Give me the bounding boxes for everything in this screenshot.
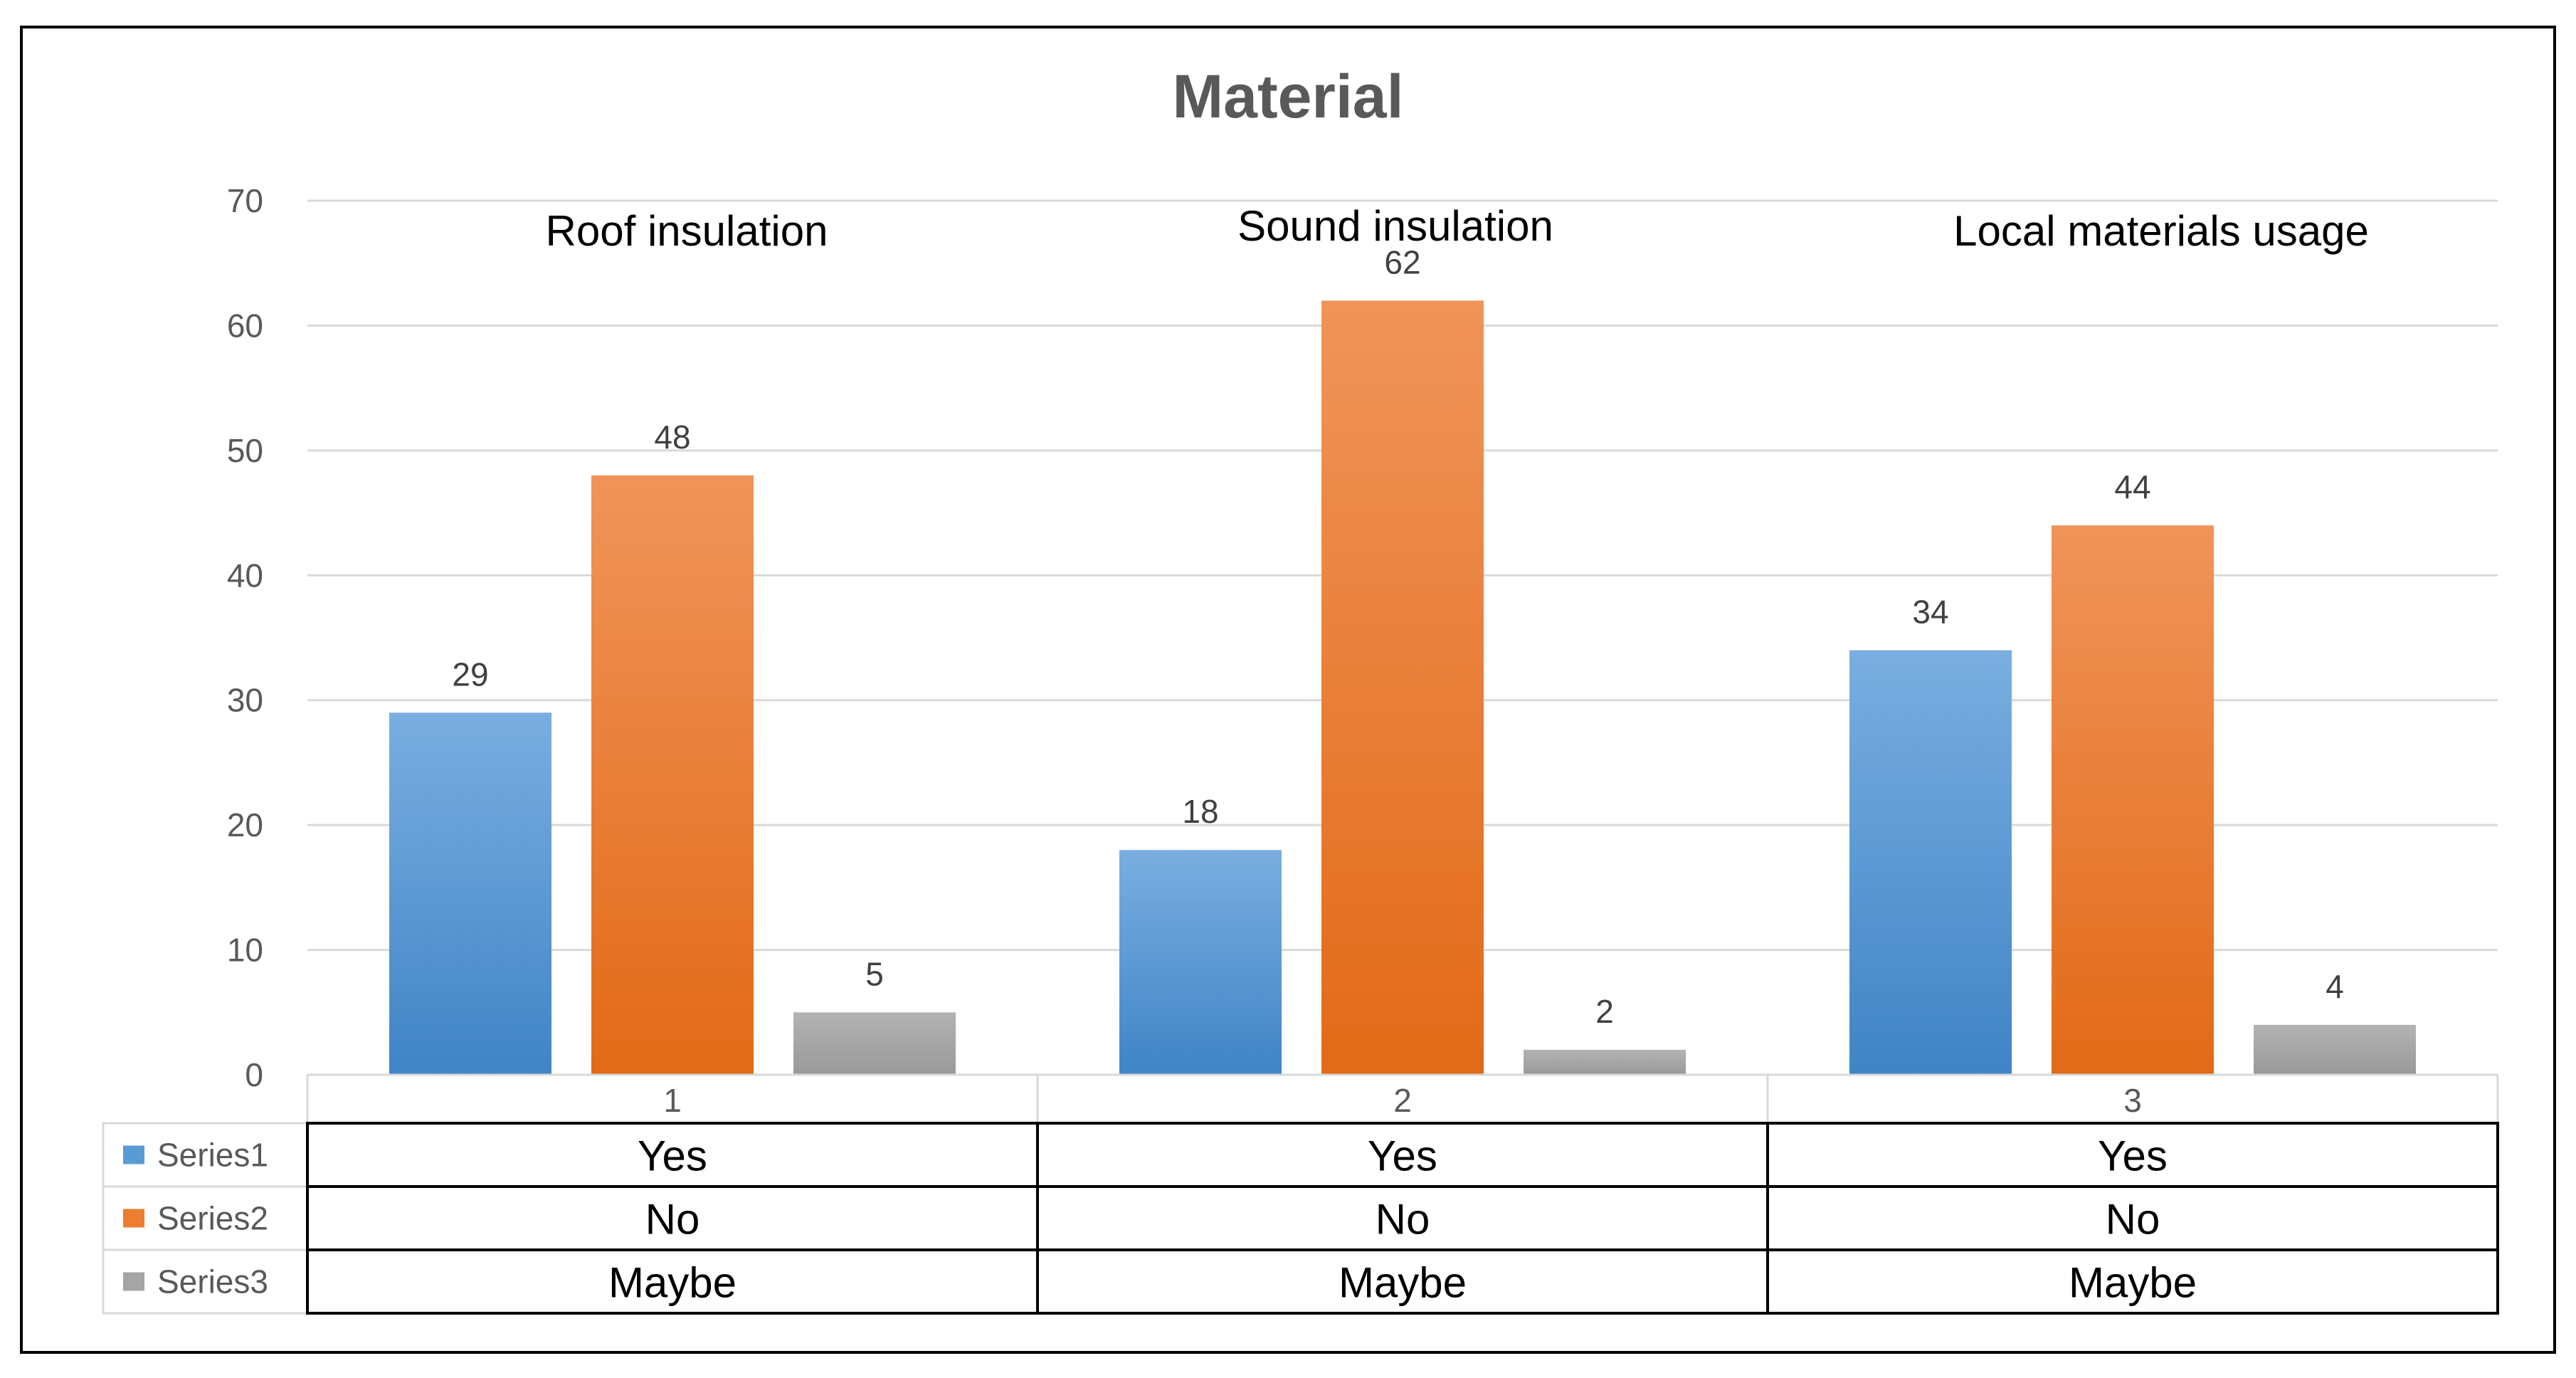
y-tick-label: 10 (227, 932, 263, 969)
bar-series1 (1849, 650, 2012, 1075)
data-label: 4 (2326, 968, 2344, 1005)
data-label: 29 (452, 656, 488, 693)
table-cell-text: No (1376, 1196, 1430, 1243)
data-label: 2 (1595, 993, 1614, 1030)
legend-swatch (123, 1209, 144, 1228)
y-tick-label: 40 (227, 557, 263, 594)
table-cell (1766, 1185, 2499, 1251)
y-tick-label: 0 (245, 1056, 263, 1093)
data-label: 34 (1912, 594, 1948, 631)
bar-series2 (591, 475, 754, 1075)
table-cell-text: Maybe (608, 1259, 737, 1307)
y-axis-ticks: 0 10 20 30 40 50 60 70 (227, 182, 263, 1093)
data-table: 1 2 3 Series1 Yes Yes Yes Series2 No No No Series3 M… (102, 1073, 2499, 1315)
y-tick-label: 20 (227, 806, 263, 843)
bar-series3 (793, 1012, 956, 1075)
bar-series3 (2254, 1024, 2416, 1075)
table-cell-text: Maybe (1339, 1259, 1467, 1307)
table-cell (1766, 1122, 2499, 1188)
chart-title: Material (1172, 63, 1403, 131)
data-label: 5 (865, 955, 884, 992)
table-cell-text: Yes (1368, 1132, 1437, 1180)
data-label: 48 (654, 419, 690, 456)
bar-series2 (2052, 525, 2214, 1075)
group-label: Local materials usage (1953, 207, 2369, 255)
y-tick-label: 50 (227, 432, 263, 469)
data-labels: 29 18 34 48 62 44 5 2 4 (452, 243, 2343, 1030)
data-label: 62 (1384, 243, 1420, 280)
group-labels: Roof insulation Sound insulation Local mat… (546, 202, 2369, 255)
table-cell-text: Yes (2098, 1132, 2168, 1180)
bar-series1 (389, 712, 551, 1075)
group-label: Sound insulation (1237, 202, 1553, 250)
table-cell-text: No (645, 1196, 700, 1243)
table-cell (1036, 1185, 1769, 1251)
table-cell (306, 1122, 1039, 1188)
legend-series-name: Series3 (157, 1263, 268, 1300)
table-cell-text: No (2106, 1196, 2160, 1243)
y-tick-label: 70 (227, 182, 263, 219)
legend-series-name: Series2 (157, 1200, 268, 1237)
bar-series1 (1119, 850, 1282, 1075)
bars (389, 300, 2416, 1075)
table-cell (1766, 1248, 2499, 1315)
group-label: Roof insulation (546, 207, 828, 255)
y-tick-label: 30 (227, 682, 263, 719)
y-tick-label: 60 (227, 307, 263, 344)
table-cell (306, 1185, 1039, 1251)
x-tick-label: 3 (2123, 1082, 2142, 1119)
bar-series3 (1524, 1049, 1686, 1075)
legend-swatch (123, 1272, 144, 1291)
x-tick-label: 1 (663, 1082, 682, 1119)
bar-series2 (1321, 300, 1484, 1075)
data-label: 18 (1182, 793, 1218, 830)
table-cell-text: Yes (638, 1132, 707, 1180)
legend-swatch (123, 1145, 144, 1164)
x-tick-label: 2 (1393, 1082, 1412, 1119)
table-cell (306, 1248, 1039, 1315)
table-cell-text: Maybe (2069, 1259, 2197, 1307)
table-cell (1036, 1248, 1769, 1315)
legend-series-name: Series1 (157, 1137, 268, 1174)
data-label: 44 (2114, 468, 2150, 505)
